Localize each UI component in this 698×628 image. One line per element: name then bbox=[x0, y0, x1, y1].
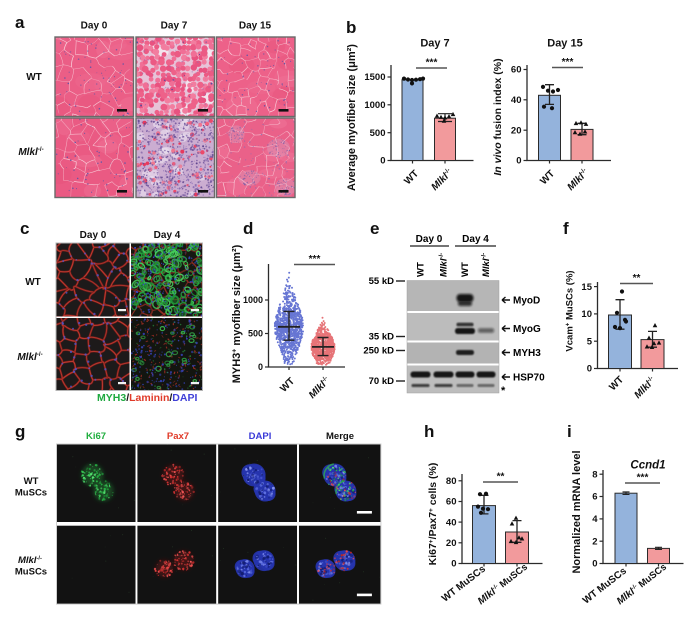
svg-text:Day 15: Day 15 bbox=[547, 38, 582, 50]
svg-text:Day 0: Day 0 bbox=[80, 230, 107, 241]
svg-text:***: *** bbox=[562, 57, 574, 68]
svg-text:10: 10 bbox=[581, 309, 592, 320]
svg-text:HSP70: HSP70 bbox=[513, 373, 545, 384]
svg-text:MYH3: MYH3 bbox=[513, 348, 541, 359]
svg-text:1000: 1000 bbox=[364, 100, 385, 111]
svg-text:c: c bbox=[20, 219, 29, 238]
svg-text:***: *** bbox=[637, 473, 649, 484]
svg-text:WT: WT bbox=[278, 376, 297, 395]
svg-text:e: e bbox=[370, 219, 379, 238]
svg-text:40: 40 bbox=[446, 517, 457, 528]
svg-text:Normalized mRNA level: Normalized mRNA level bbox=[571, 450, 583, 573]
svg-text:4: 4 bbox=[592, 514, 598, 525]
svg-text:WT: WT bbox=[460, 262, 471, 277]
svg-text:MYH3+ myofiber size (μm²): MYH3+ myofiber size (μm²) bbox=[231, 244, 243, 383]
svg-text:Mlkl-/-: Mlkl-/- bbox=[17, 351, 42, 363]
svg-text:i: i bbox=[567, 422, 572, 441]
svg-text:Ccnd1: Ccnd1 bbox=[630, 460, 665, 472]
svg-text:***: *** bbox=[426, 58, 438, 69]
svg-text:MyoG: MyoG bbox=[513, 324, 541, 335]
svg-text:WT: WT bbox=[538, 168, 557, 187]
svg-text:In vivo fusion index (%): In vivo fusion index (%) bbox=[492, 58, 504, 175]
svg-text:2: 2 bbox=[592, 536, 597, 547]
svg-text:1000: 1000 bbox=[243, 295, 263, 305]
svg-text:MyoD: MyoD bbox=[513, 296, 540, 307]
svg-text:Ki67+/Pax7+ cells (%): Ki67+/Pax7+ cells (%) bbox=[427, 463, 439, 566]
svg-text:20: 20 bbox=[511, 125, 522, 136]
svg-text:b: b bbox=[346, 18, 356, 37]
svg-text:WT: WT bbox=[24, 476, 39, 487]
svg-text:500: 500 bbox=[248, 329, 263, 339]
svg-text:0: 0 bbox=[516, 156, 521, 167]
svg-text:Day 7: Day 7 bbox=[420, 38, 449, 50]
svg-text:15: 15 bbox=[581, 282, 592, 293]
svg-text:70 kD: 70 kD bbox=[369, 376, 394, 387]
svg-text:Mlkl-/-: Mlkl-/- bbox=[632, 375, 658, 401]
svg-text:40: 40 bbox=[511, 95, 522, 106]
svg-text:DAPI: DAPI bbox=[249, 431, 272, 442]
svg-text:Vcam+ MuSCs (%): Vcam+ MuSCs (%) bbox=[565, 270, 576, 351]
svg-text:80: 80 bbox=[446, 476, 457, 487]
svg-text:WT: WT bbox=[402, 168, 421, 187]
svg-text:a: a bbox=[15, 13, 25, 32]
svg-text:0: 0 bbox=[258, 362, 263, 372]
svg-text:Mlkl-/-: Mlkl-/- bbox=[439, 253, 450, 277]
svg-text:0: 0 bbox=[592, 559, 597, 570]
svg-text:MuSCs: MuSCs bbox=[15, 488, 47, 499]
svg-text:0: 0 bbox=[587, 364, 592, 375]
svg-text:MuSCs: MuSCs bbox=[15, 567, 47, 578]
svg-text:Day 4: Day 4 bbox=[154, 230, 181, 241]
svg-text:Average myofiber size (μm²): Average myofiber size (μm²) bbox=[346, 44, 358, 191]
svg-text:*: * bbox=[501, 385, 506, 397]
svg-text:d: d bbox=[243, 219, 253, 238]
svg-text:Mlkl-/-: Mlkl-/- bbox=[18, 555, 42, 566]
svg-text:Pax7: Pax7 bbox=[167, 431, 189, 442]
svg-text:h: h bbox=[424, 422, 434, 441]
svg-text:6: 6 bbox=[592, 492, 597, 503]
svg-text:55 kD: 55 kD bbox=[369, 276, 394, 287]
svg-text:35 kD: 35 kD bbox=[369, 332, 394, 343]
svg-text:***: *** bbox=[309, 254, 321, 265]
svg-text:f: f bbox=[563, 219, 569, 238]
svg-text:Mlkl-/-: Mlkl-/- bbox=[306, 375, 332, 401]
svg-text:WT: WT bbox=[607, 374, 626, 393]
svg-text:**: ** bbox=[633, 273, 641, 284]
svg-text:Mlkl-/-: Mlkl-/- bbox=[429, 167, 455, 193]
svg-text:Day 0: Day 0 bbox=[416, 234, 443, 245]
svg-text:WT: WT bbox=[26, 72, 42, 83]
svg-text:Ki67: Ki67 bbox=[86, 431, 106, 442]
svg-text:Mlkl-/-: Mlkl-/- bbox=[18, 146, 43, 158]
svg-text:Mlkl-/-: Mlkl-/- bbox=[565, 167, 591, 193]
svg-text:5: 5 bbox=[587, 336, 593, 347]
svg-text:60: 60 bbox=[446, 497, 457, 508]
svg-text:Day 0: Day 0 bbox=[81, 21, 108, 32]
svg-text:20: 20 bbox=[446, 538, 457, 549]
svg-text:**: ** bbox=[497, 472, 505, 483]
svg-text:8: 8 bbox=[592, 469, 597, 480]
svg-text:500: 500 bbox=[370, 128, 386, 139]
svg-text:Merge: Merge bbox=[326, 431, 354, 442]
svg-text:1500: 1500 bbox=[364, 72, 385, 83]
svg-text:WT: WT bbox=[25, 277, 41, 288]
svg-text:Day 15: Day 15 bbox=[239, 21, 272, 32]
svg-text:0: 0 bbox=[380, 156, 385, 167]
svg-text:g: g bbox=[15, 422, 25, 441]
svg-text:WT: WT bbox=[416, 262, 427, 277]
svg-text:Day 7: Day 7 bbox=[161, 21, 188, 32]
svg-text:Day 4: Day 4 bbox=[462, 234, 489, 245]
svg-text:0: 0 bbox=[451, 559, 456, 570]
svg-text:MYH3/Laminin/DAPI: MYH3/Laminin/DAPI bbox=[97, 392, 197, 404]
svg-text:Mlkl-/-: Mlkl-/- bbox=[481, 253, 492, 277]
svg-text:60: 60 bbox=[511, 65, 522, 76]
svg-text:250 kD: 250 kD bbox=[363, 346, 394, 357]
